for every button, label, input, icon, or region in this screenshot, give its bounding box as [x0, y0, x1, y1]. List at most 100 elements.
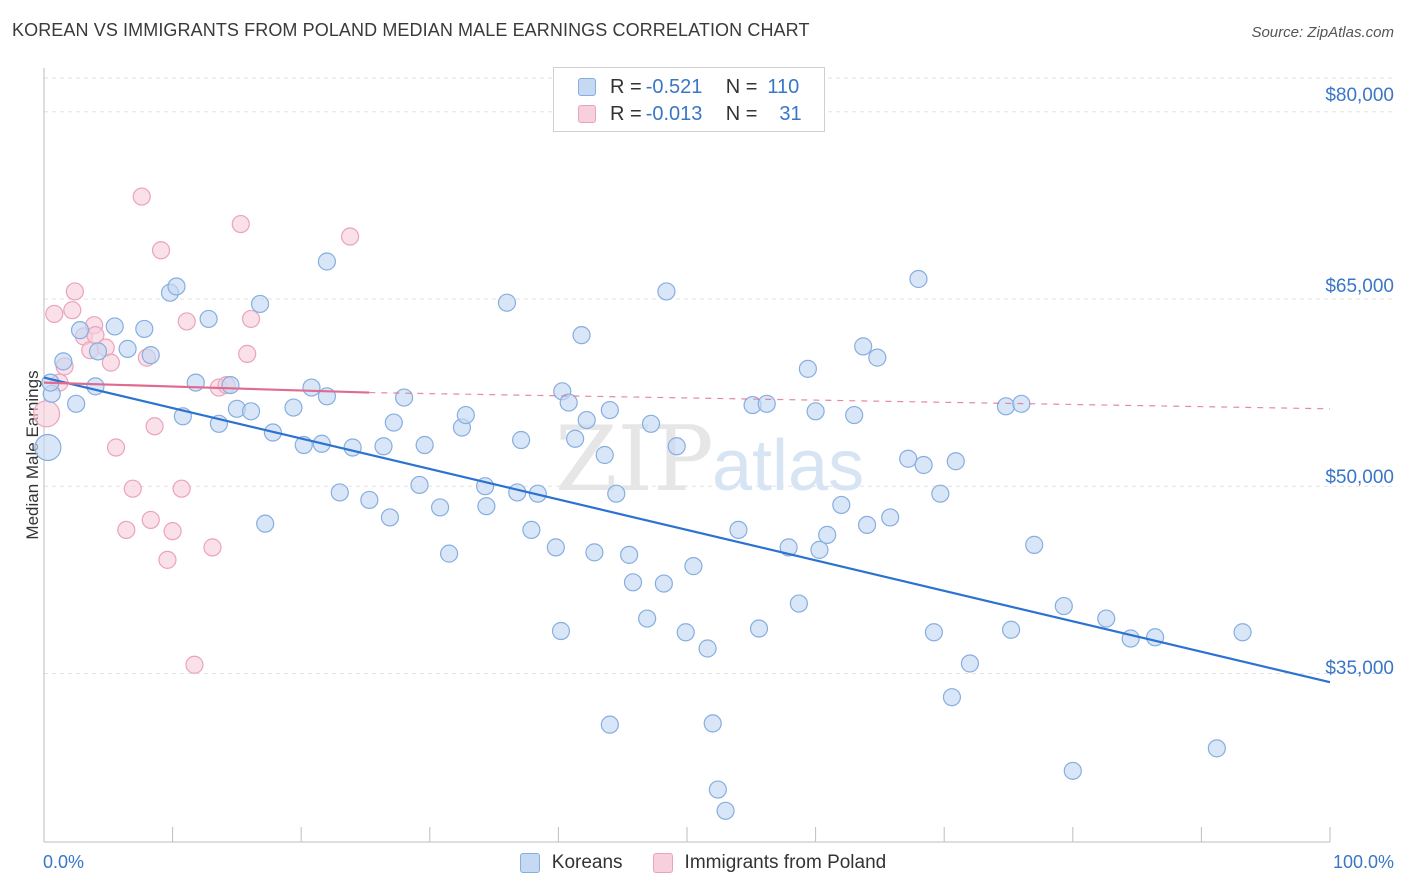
korean-point [946, 452, 965, 471]
korean-point [716, 801, 735, 820]
legend-swatch-poland [652, 853, 673, 873]
korean-point [729, 520, 748, 540]
korean-point [559, 393, 578, 412]
korean-point [70, 321, 90, 340]
korean-point [942, 688, 962, 707]
korean-point [551, 621, 571, 641]
korean-point [638, 609, 657, 628]
poland-point [185, 655, 204, 674]
korean-point [854, 337, 873, 356]
poland-point [106, 438, 126, 457]
korean-point [708, 780, 727, 799]
watermark: ZIP atlas [555, 407, 864, 512]
poland-point [63, 301, 82, 320]
korean-point [806, 402, 825, 421]
poland-point [117, 520, 136, 540]
korean-point [343, 438, 362, 457]
legend-n-value: 31 [779, 102, 802, 125]
y-tick-label: $50,000 [1325, 467, 1394, 488]
poland-point [45, 304, 64, 324]
korean-point [430, 498, 450, 517]
source-credit: Source: ZipAtlas.com [1251, 24, 1394, 41]
trend-line-koreans [43, 376, 1331, 684]
korean-point [924, 623, 944, 642]
korean-point [600, 400, 619, 420]
korean-point [698, 639, 717, 658]
korean-point [380, 508, 400, 527]
poland-point [151, 241, 171, 260]
korean-point [757, 394, 776, 413]
korean-point [512, 430, 531, 450]
trend-lines [43, 376, 1331, 684]
korean-point [1001, 620, 1021, 639]
korean-point [54, 352, 73, 371]
legend-r-label: R = [610, 102, 642, 125]
korean-point [141, 346, 160, 365]
korean-point [317, 252, 337, 271]
legend-item-poland[interactable]: Immigrants from Poland [652, 852, 887, 874]
korean-point [1054, 596, 1073, 616]
watermark-atlas: atlas [712, 426, 864, 506]
legend-r-label: R = [610, 75, 642, 98]
korean-point [789, 594, 808, 613]
korean-point [657, 282, 676, 301]
korean-point [256, 514, 275, 533]
korean-point [105, 317, 124, 336]
poland-point [241, 309, 261, 329]
korean-point [566, 429, 585, 448]
korean-point [881, 508, 900, 527]
legend-swatch-koreans [519, 853, 540, 873]
korean-point [167, 277, 186, 296]
korean-point [899, 449, 918, 468]
legend-n-label: N = [725, 75, 758, 98]
korean-point [960, 654, 980, 673]
legend-row-poland: R = -0.013 N = 31 [578, 100, 802, 128]
korean-point [577, 410, 596, 430]
korean-point [931, 484, 950, 503]
korean-point [384, 413, 403, 432]
y-tick-label: $35,000 [1325, 658, 1394, 679]
korean-point [374, 437, 393, 456]
korean-point [779, 538, 798, 557]
legend-label-koreans: Koreans [551, 852, 623, 873]
poland-point [172, 479, 191, 498]
poland-point [141, 510, 160, 530]
korean-point [832, 495, 851, 515]
korean-point [654, 574, 673, 593]
series-poland-points [32, 187, 360, 674]
korean-point [620, 545, 639, 564]
korean-point [667, 437, 686, 456]
poland-point [231, 214, 250, 234]
legend-label-poland: Immigrants from Poland [684, 852, 887, 873]
x-tick-label-max: 100.0% [1332, 852, 1394, 872]
legend-swatch-pink [578, 105, 596, 123]
korean-point [508, 483, 527, 502]
legend-r-value: -0.521 [645, 75, 703, 98]
korean-point [595, 445, 614, 465]
korean-point [360, 490, 379, 510]
poland-point [158, 550, 177, 569]
legend-item-koreans[interactable]: Koreans [519, 852, 623, 874]
poland-point [340, 227, 360, 246]
trend-line-poland [43, 381, 370, 394]
korean-point [684, 557, 703, 576]
korean-point [914, 455, 933, 475]
korean-point [88, 342, 108, 361]
korean-point [1063, 761, 1082, 780]
poland-point [32, 400, 61, 428]
korean-point [477, 497, 496, 516]
korean-point [1233, 623, 1252, 642]
korean-point [394, 388, 414, 407]
korean-point [546, 538, 565, 557]
korean-point [1207, 739, 1226, 758]
korean-point [909, 269, 928, 289]
korean-point [749, 619, 769, 638]
legend-r-value: -0.013 [645, 102, 703, 125]
poland-point [65, 282, 84, 301]
legend-row-koreans: R = -0.521 N = 110 [578, 73, 799, 101]
legend-n-label: N = [725, 102, 758, 125]
korean-point [703, 714, 722, 733]
korean-point [641, 414, 661, 433]
korean-point [810, 540, 829, 559]
korean-point [572, 326, 591, 345]
